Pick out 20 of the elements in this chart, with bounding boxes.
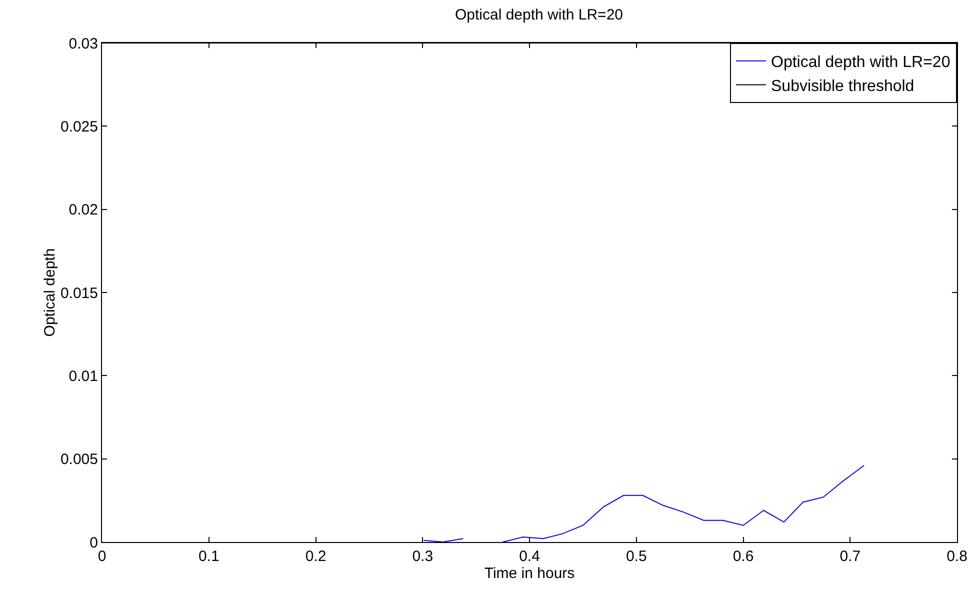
y-tick-label: 0.005	[60, 451, 98, 468]
y-tick-label: 0.03	[68, 35, 98, 52]
x-tick-label: 0.8	[946, 548, 968, 565]
x-tick-label: 0.5	[626, 548, 647, 565]
y-tick-label: 0.015	[60, 284, 98, 302]
legend-label: Subvisible threshold	[771, 78, 914, 95]
y-tick-label: 0	[90, 534, 98, 552]
x-tick-label: 0.6	[732, 548, 754, 565]
x-tick-label: 0.4	[519, 548, 540, 565]
x-tick-label: 0.3	[412, 548, 434, 565]
y-tick-label: 0.025	[60, 118, 98, 136]
chart-title: Optical depth with LR=20	[454, 6, 624, 24]
y-tick-label: 0.01	[68, 368, 98, 385]
y-axis-title: Optical depth	[41, 248, 58, 337]
x-axis-title: Time in hours	[484, 565, 575, 582]
y-tick-label: 0.02	[68, 202, 98, 219]
x-tick-label: 0.2	[305, 548, 326, 565]
legend-label: Optical depth with LR=20	[771, 54, 950, 72]
x-tick-label: 0.1	[198, 548, 220, 565]
x-tick-label: 0.7	[840, 548, 861, 565]
